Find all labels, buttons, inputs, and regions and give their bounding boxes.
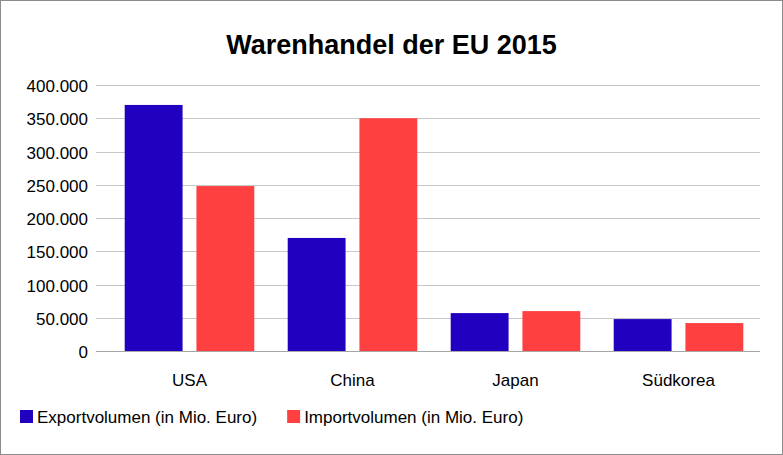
- grid-line: [96, 218, 760, 219]
- grid-line: [96, 152, 760, 153]
- grid-line: [96, 85, 760, 86]
- legend-label: Importvolumen (in Mio. Euro): [304, 408, 523, 427]
- grid-line: [96, 251, 760, 252]
- bar: [359, 118, 417, 351]
- y-tick-label: 0: [79, 343, 88, 362]
- bar: [685, 323, 743, 351]
- x-tick-label: Japan: [492, 371, 538, 390]
- bar: [196, 186, 254, 351]
- y-tick-label: 350.000: [27, 110, 88, 129]
- chart-frame: [1, 1, 783, 455]
- legend: Exportvolumen (in Mio. Euro) Importvolume…: [20, 408, 523, 427]
- y-tick-label: 300.000: [27, 144, 88, 163]
- bars: [125, 105, 744, 351]
- grid-line: [96, 118, 760, 119]
- y-tick-label: 400.000: [27, 77, 88, 96]
- bar: [288, 238, 346, 351]
- legend-label: Exportvolumen (in Mio. Euro): [37, 408, 257, 427]
- y-tick-label: 200.000: [27, 210, 88, 229]
- grid-line: [96, 185, 760, 186]
- y-axis: 0 50.000 100.000 150.000 200.000 250.000 300.0…: [27, 77, 760, 362]
- bar: [522, 311, 580, 351]
- bar: [451, 313, 509, 351]
- x-tick-label: China: [330, 371, 375, 390]
- grid-line: [96, 318, 760, 319]
- x-tick-label: USA: [172, 371, 208, 390]
- y-tick-label: 250.000: [27, 177, 88, 196]
- y-tick-label: 100.000: [27, 277, 88, 296]
- bar: [125, 105, 183, 351]
- bar: [614, 319, 672, 351]
- x-tick-label: Südkorea: [642, 371, 715, 390]
- grid-line: [96, 285, 760, 286]
- legend-swatch: [20, 410, 33, 423]
- y-tick-label: 50.000: [36, 310, 88, 329]
- grid-line: [96, 351, 760, 352]
- chart: Warenhandel der EU 2015 0 50.000 100.000 150…: [0, 0, 783, 455]
- y-tick-label: 150.000: [27, 243, 88, 262]
- chart-title: Warenhandel der EU 2015: [226, 30, 557, 60]
- legend-swatch: [287, 410, 300, 423]
